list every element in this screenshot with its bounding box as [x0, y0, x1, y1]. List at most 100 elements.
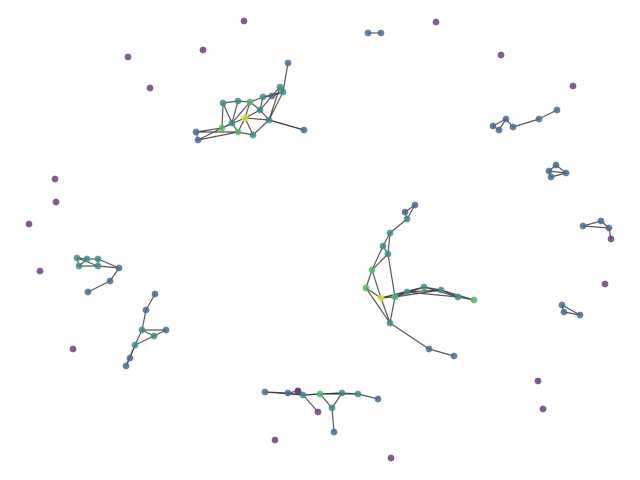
graph-edge	[357, 393, 379, 400]
graph-node	[142, 306, 150, 314]
isolated-node	[51, 175, 59, 183]
graph-edge	[222, 102, 233, 124]
graph-edge	[380, 297, 391, 324]
graph-edge	[282, 62, 289, 93]
isolated-node	[569, 82, 577, 90]
top-left-cluster-node	[246, 98, 254, 106]
graph-node	[131, 341, 139, 349]
graph-edge	[264, 391, 304, 396]
graph-node	[126, 354, 134, 362]
graph-node	[106, 277, 114, 285]
graph-edge	[268, 86, 281, 121]
top-left-cluster-node	[259, 93, 267, 101]
graph-node	[122, 362, 130, 370]
graph-edge	[244, 117, 270, 121]
isolated-node	[199, 46, 207, 54]
graph-edge	[197, 131, 239, 141]
graph-node	[558, 301, 566, 309]
graph-edge	[197, 127, 223, 141]
graph-node	[576, 311, 584, 319]
graph-edge	[389, 218, 408, 234]
top-left-cluster-node	[218, 124, 226, 132]
graph-edge	[231, 100, 239, 124]
graph-edge	[380, 286, 425, 299]
center-right-cluster-node	[403, 215, 411, 223]
graph-edge	[97, 265, 120, 269]
graph-node	[150, 332, 158, 340]
graph-node	[545, 167, 553, 175]
top-left-cluster-node	[234, 97, 242, 105]
top-left-cluster-node	[300, 126, 308, 134]
graph-node	[579, 222, 587, 230]
graph-node	[560, 308, 568, 316]
top-left-cluster-node	[279, 88, 287, 96]
top-left-cluster-node	[265, 116, 273, 124]
isolated-node	[36, 267, 44, 275]
graph-edge	[365, 287, 391, 324]
graph-node	[83, 255, 91, 263]
top-left-cluster-node	[276, 83, 284, 91]
top-left-cluster-node	[268, 92, 276, 100]
graph-node	[138, 326, 146, 334]
center-right-cluster-node	[391, 293, 399, 301]
graph-edge	[97, 258, 120, 269]
graph-node	[495, 126, 503, 134]
isolated-node	[25, 220, 33, 228]
graph-edge	[582, 225, 610, 229]
graph-node	[162, 326, 170, 334]
graph-nodes	[25, 17, 615, 462]
isolated-node	[601, 280, 609, 288]
center-right-cluster-node	[377, 294, 385, 302]
graph-edge	[134, 335, 155, 346]
graph-edge	[428, 348, 455, 357]
isolated-node	[124, 53, 132, 61]
isolated-node	[534, 377, 542, 385]
graph-node	[364, 29, 372, 37]
graph-edge	[231, 101, 251, 124]
top-left-cluster-node	[192, 128, 200, 136]
center-right-cluster-node	[362, 284, 370, 292]
center-right-cluster-node	[401, 208, 409, 216]
graph-node	[597, 217, 605, 225]
graph-node	[84, 288, 92, 296]
isolated-node	[539, 405, 547, 413]
top-left-cluster-node	[234, 128, 242, 136]
bottom-cluster-node	[316, 390, 324, 398]
center-right-cluster-node	[454, 293, 462, 301]
graph-node	[607, 235, 615, 243]
center-right-cluster-node	[437, 286, 445, 294]
graph-edge	[252, 119, 270, 136]
center-right-cluster-node	[386, 229, 394, 237]
isolated-node	[497, 51, 505, 59]
graph-node	[547, 173, 555, 181]
graph-edge	[406, 291, 459, 298]
graph-node	[502, 115, 510, 123]
isolated-node	[271, 436, 279, 444]
center-right-cluster-node	[470, 296, 478, 304]
graph-node	[73, 254, 81, 262]
top-left-cluster-node	[219, 99, 227, 107]
bottom-cluster-node	[374, 395, 382, 403]
graph-node	[115, 264, 123, 272]
center-right-cluster-node	[379, 242, 387, 250]
graph-edge	[87, 280, 111, 293]
graph-edge	[195, 127, 223, 133]
graph-edge	[331, 407, 335, 433]
top-left-cluster-node	[249, 131, 257, 139]
isolated-node	[387, 454, 395, 462]
bottom-cluster-node	[330, 428, 338, 436]
bottom-cluster-node	[284, 389, 292, 397]
bottom-cluster-node	[261, 388, 269, 396]
bottom-cluster-node	[354, 390, 362, 398]
graph-node	[377, 29, 385, 37]
bottom-cluster-node	[294, 387, 302, 395]
graph-node	[605, 224, 613, 232]
isolated-node	[146, 84, 154, 92]
isolated-node	[52, 198, 60, 206]
graph-node	[75, 262, 83, 270]
isolated-node	[69, 345, 77, 353]
graph-node	[94, 255, 102, 263]
top-left-cluster-node	[228, 119, 236, 127]
graph-edge	[387, 253, 396, 298]
